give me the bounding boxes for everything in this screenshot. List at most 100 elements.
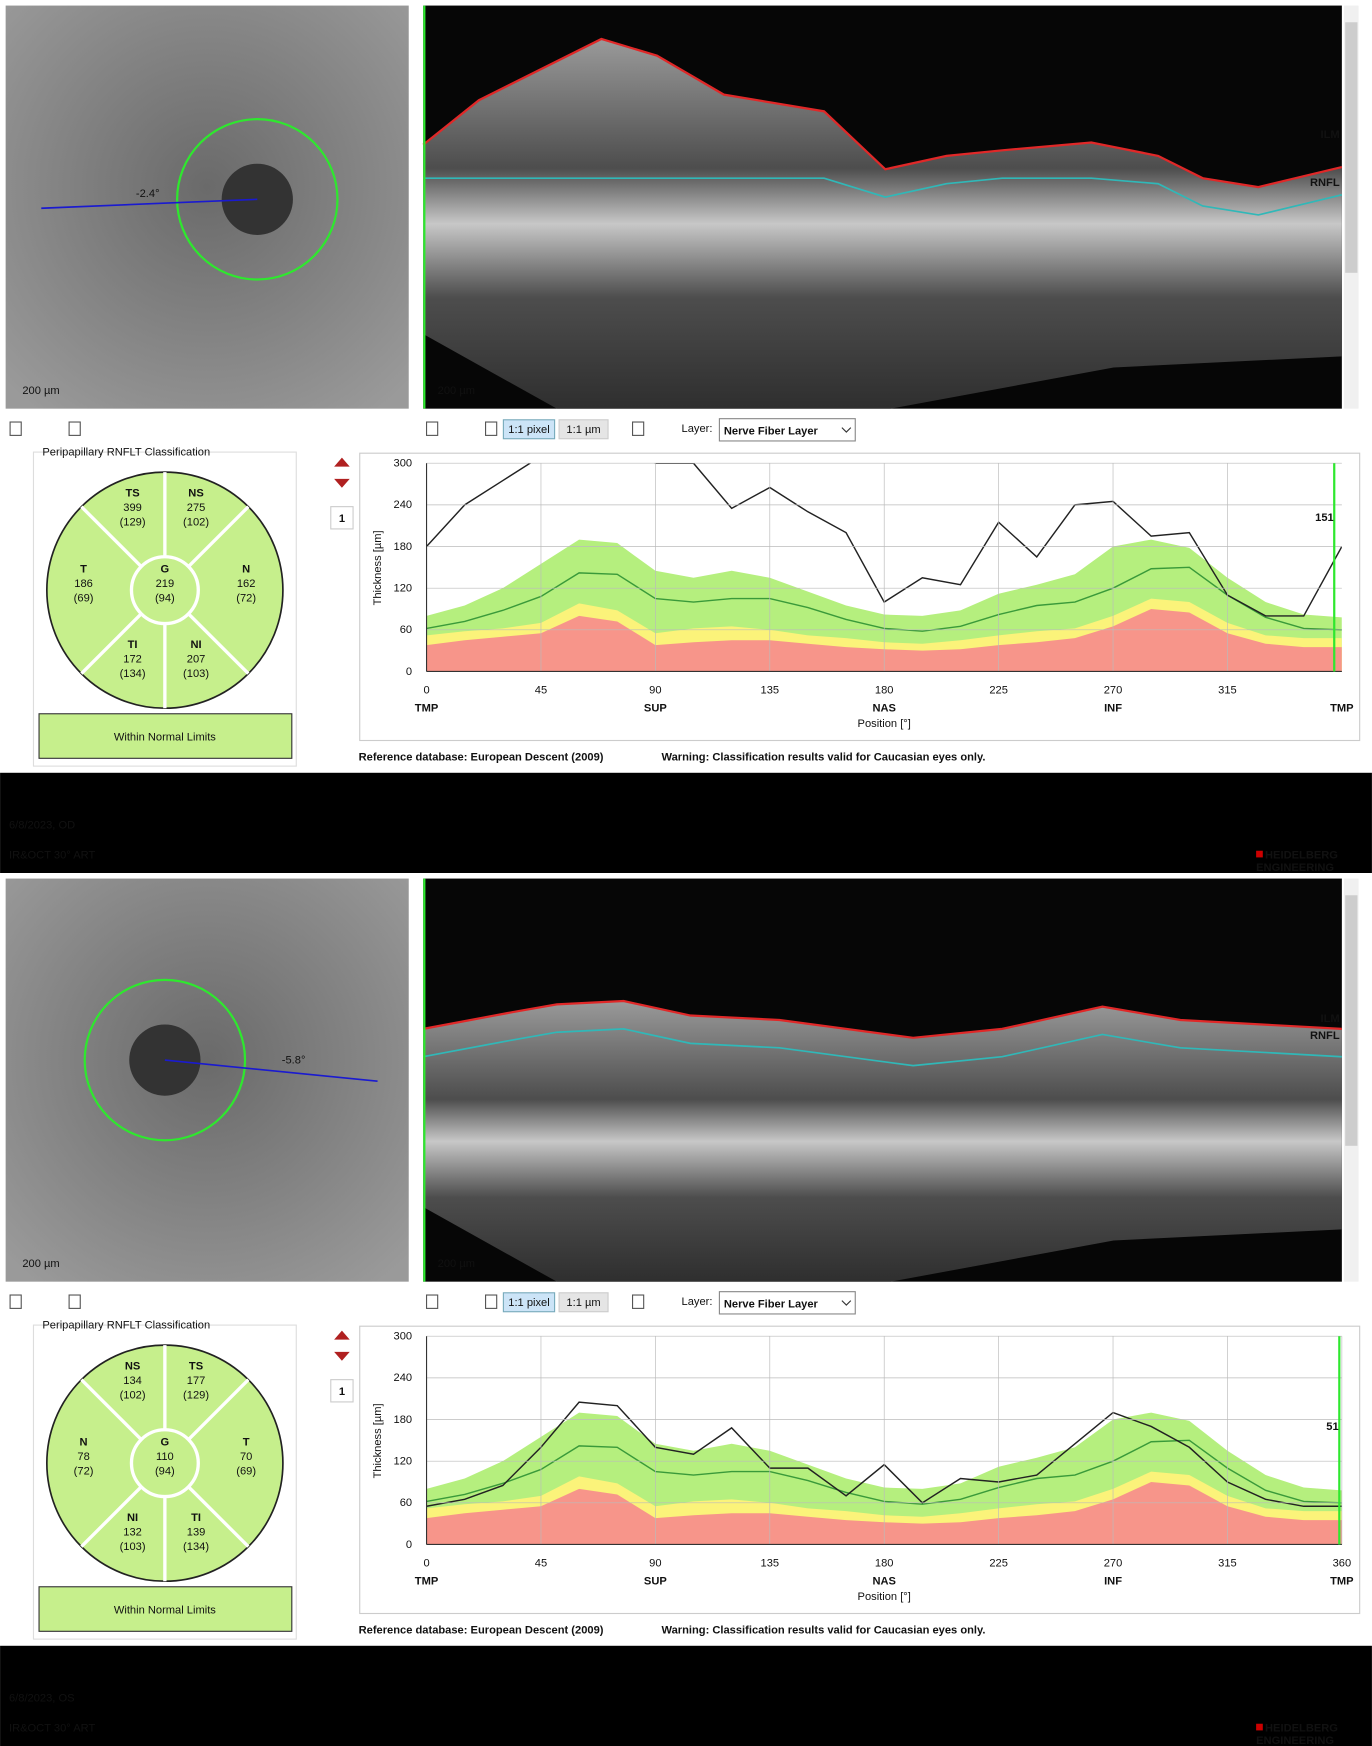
layer-select[interactable] (718, 418, 856, 442)
optic-disc (129, 1024, 201, 1096)
x-tick-label: 315 (1218, 1558, 1237, 1570)
zoom-pixel-button[interactable] (502, 419, 556, 440)
y-tick-label: 60 (400, 1497, 412, 1509)
sector-value: 70 (240, 1451, 252, 1463)
sector-name: TS (125, 488, 139, 500)
tool-icon[interactable] (631, 421, 645, 436)
layer-label: ILM (1320, 129, 1339, 141)
sector-value: 134 (123, 1375, 142, 1387)
y-tick-label: 0 (406, 666, 412, 678)
sector-reference: (72) (236, 592, 256, 604)
x-tick-label: 225 (989, 1558, 1008, 1570)
x-tick-label: 315 (1218, 685, 1237, 697)
result-label: Within Normal Limits (114, 731, 216, 743)
exam-mode: IR&OCT 30° ART (9, 850, 95, 862)
exam-date: 6/8/2023, OS (9, 1692, 75, 1704)
layer-select-value: Nerve Fiber Layer (724, 1298, 819, 1310)
rnfl-boundary (423, 1028, 1342, 1067)
zoom-pixel-label: 1:1 pixel (508, 424, 549, 436)
zoom-pixel-label: 1:1 pixel (508, 1297, 549, 1309)
sector-divider (187, 1485, 250, 1548)
scale-label: 200 µm (438, 385, 475, 397)
x-tick-label: 0 (423, 685, 429, 697)
sector-reference: (102) (120, 1390, 146, 1402)
tool-icon[interactable] (9, 1294, 22, 1309)
warning-note: Warning: Classification results valid fo… (662, 1625, 986, 1637)
sector-reference: (94) (155, 592, 175, 604)
sector-reference: (103) (120, 1541, 146, 1553)
sector-value: 207 (187, 654, 206, 666)
y-tick-label: 300 (394, 458, 413, 470)
sector-name: T (80, 563, 87, 575)
x-tick-label: 135 (761, 685, 780, 697)
scale-label: 200 µm (22, 1258, 59, 1270)
sector-reference: (69) (74, 592, 94, 604)
sector-center (129, 555, 200, 626)
scroll-thumb (1345, 22, 1358, 273)
sector-divider (187, 505, 250, 568)
select-arrow (841, 1300, 852, 1306)
result-box (38, 1586, 293, 1632)
zoom-pixel-button[interactable] (502, 1292, 556, 1313)
panel: -2.4° 200 µm ILM RNFL 200 µm 1:1 pixel 1:1 µm L… (0, 5, 1372, 874)
sector-name: TI (191, 1512, 201, 1524)
retina (423, 38, 1342, 409)
x-tick-label: 270 (1104, 1558, 1123, 1570)
cursor-value: 151 (1315, 512, 1334, 524)
sector-reference: (72) (74, 1465, 94, 1477)
prev-arrow[interactable] (334, 457, 350, 467)
sector-name: N (80, 1436, 88, 1448)
layer-label: RNFL (1310, 1030, 1340, 1042)
zoom-um-button[interactable] (558, 1292, 609, 1313)
scale-label: 200 µm (438, 1258, 475, 1270)
layer-label: RNFL (1310, 177, 1340, 189)
ilm-boundary (423, 999, 1342, 1039)
sector-value: 172 (123, 654, 142, 666)
tool-icon[interactable] (68, 1294, 81, 1309)
rnfl-boundary (423, 177, 1343, 216)
x-region-label: NAS (872, 1576, 896, 1588)
sector-name: TI (128, 639, 138, 651)
x-tick-label: 45 (535, 685, 547, 697)
reference-note: Reference database: European Descent (20… (359, 1625, 604, 1637)
tool-icon[interactable] (485, 421, 498, 436)
x-tick-label: 45 (535, 1558, 547, 1570)
y-tick-label: 120 (394, 1456, 413, 1468)
sequence-label: 1 (339, 1386, 345, 1398)
classification-title: Peripapillary RNFLT Classification (42, 446, 210, 458)
fovea-line (41, 198, 258, 210)
result-label: Within Normal Limits (114, 1604, 216, 1616)
sector-name: N (242, 563, 250, 575)
tool-icon[interactable] (631, 1294, 645, 1309)
reference-note: Reference database: European Descent (20… (359, 752, 604, 764)
tool-icon[interactable] (68, 421, 81, 436)
warning-note: Warning: Classification results valid fo… (662, 752, 986, 764)
fovea-line (164, 1059, 378, 1083)
sector-value: 110 (156, 1451, 174, 1463)
scan-circle (176, 118, 339, 281)
sector-reference: (102) (183, 517, 209, 529)
next-arrow[interactable] (334, 478, 350, 488)
scroll-thumb (1345, 895, 1358, 1146)
next-arrow[interactable] (334, 1351, 350, 1361)
prev-arrow[interactable] (334, 1330, 350, 1340)
tool-icon[interactable] (425, 421, 439, 436)
y-tick-label: 180 (394, 1414, 413, 1426)
ilm-boundary (422, 37, 1343, 189)
scan-circle (83, 978, 247, 1142)
y-axis-label: Thickness [µm] (372, 530, 384, 605)
logo-line: ENGINEERING (1256, 1735, 1334, 1746)
x-axis-label: Position [°] (858, 718, 911, 730)
tool-icon[interactable] (9, 421, 22, 436)
y-tick-label: 300 (394, 1331, 413, 1343)
sector-name: NS (125, 1361, 140, 1373)
angle-label: -2.4° (136, 188, 160, 200)
zoom-um-button[interactable] (558, 419, 609, 440)
tool-icon[interactable] (425, 1294, 439, 1309)
sector-reference: (129) (120, 517, 146, 529)
layer-select[interactable] (718, 1291, 856, 1315)
scale-label: 200 µm (22, 385, 59, 397)
sector-name: NI (190, 639, 201, 651)
retina (423, 1001, 1342, 1282)
tool-icon[interactable] (485, 1294, 498, 1309)
